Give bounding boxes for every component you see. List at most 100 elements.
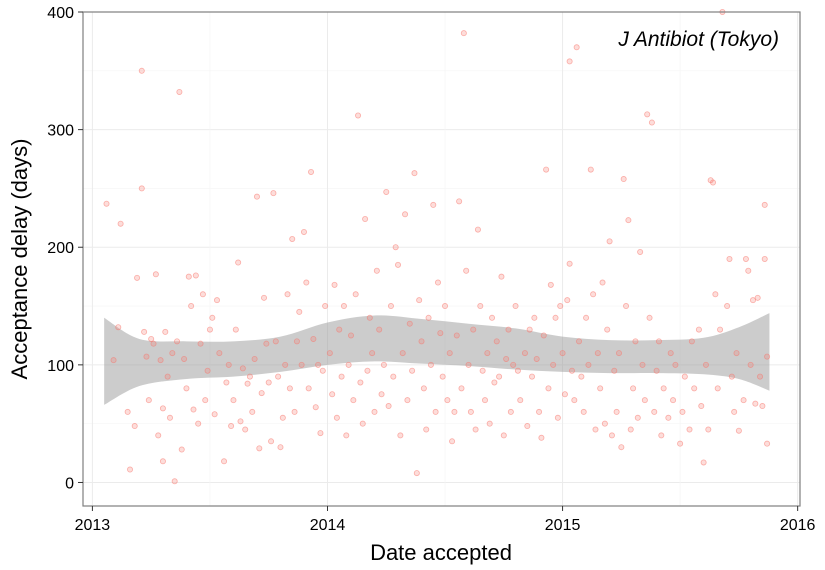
data-point <box>265 379 272 386</box>
data-point <box>378 391 385 398</box>
scatter-points <box>103 8 771 485</box>
data-point <box>561 391 568 398</box>
data-point <box>460 30 467 37</box>
data-point <box>395 261 402 268</box>
data-point <box>176 88 183 95</box>
data-point <box>580 408 587 415</box>
data-point <box>470 326 477 333</box>
data-point <box>197 340 204 347</box>
data-point <box>458 385 465 392</box>
data-point <box>442 303 449 310</box>
data-point <box>235 259 242 266</box>
data-point <box>735 427 742 434</box>
data-point <box>190 406 197 413</box>
data-point <box>439 373 446 380</box>
data-point <box>641 397 648 404</box>
data-point <box>453 332 460 339</box>
data-point <box>319 367 326 374</box>
data-point <box>698 403 705 410</box>
data-point <box>437 330 444 337</box>
data-point <box>493 338 500 345</box>
data-point <box>517 397 524 404</box>
data-point <box>695 326 702 333</box>
data-point <box>604 326 611 333</box>
data-point <box>150 340 157 347</box>
data-point <box>514 367 521 374</box>
data-point <box>225 361 232 368</box>
data-point <box>162 328 169 335</box>
data-point <box>171 478 178 485</box>
y-tick-label: 200 <box>47 240 74 257</box>
data-point <box>585 361 592 368</box>
data-point <box>667 350 674 357</box>
data-point <box>620 176 627 183</box>
data-point <box>402 211 409 218</box>
data-point <box>279 414 286 421</box>
data-point <box>373 267 380 274</box>
data-point <box>745 267 752 274</box>
data-point <box>213 297 220 304</box>
data-point <box>731 408 738 415</box>
data-point <box>305 385 312 392</box>
data-point <box>211 411 218 418</box>
y-tick-label: 100 <box>47 358 74 375</box>
data-point <box>463 267 470 274</box>
data-point <box>672 361 679 368</box>
data-point <box>594 350 601 357</box>
data-point <box>615 350 622 357</box>
data-point <box>413 470 420 477</box>
data-point <box>531 314 538 321</box>
data-point <box>710 179 717 186</box>
data-point <box>268 438 275 445</box>
data-point <box>303 279 310 286</box>
data-point <box>148 335 155 342</box>
data-point <box>608 432 615 439</box>
data-point <box>293 338 300 345</box>
data-point <box>705 426 712 433</box>
data-point <box>481 397 488 404</box>
data-point <box>632 338 639 345</box>
data-point <box>606 238 613 245</box>
data-point <box>655 338 662 345</box>
data-point <box>357 379 364 386</box>
data-point <box>757 373 764 380</box>
data-point <box>277 444 284 451</box>
data-point <box>571 397 578 404</box>
data-point <box>728 373 735 380</box>
data-point <box>427 361 434 368</box>
data-point <box>557 303 564 310</box>
data-point <box>764 353 771 360</box>
data-point <box>157 357 164 364</box>
data-point <box>296 308 303 315</box>
data-point <box>449 438 456 445</box>
data-point <box>432 408 439 415</box>
data-point <box>724 303 731 310</box>
data-point <box>338 373 345 380</box>
data-point <box>124 408 131 415</box>
data-point <box>195 420 202 427</box>
data-point <box>169 350 176 357</box>
data-point <box>232 326 239 333</box>
data-point <box>681 373 688 380</box>
data-point <box>366 314 373 321</box>
data-point <box>754 294 761 301</box>
data-point <box>270 190 277 197</box>
data-point <box>308 168 315 175</box>
data-point <box>406 320 413 327</box>
data-point <box>159 458 166 465</box>
data-point <box>263 340 270 347</box>
data-point <box>543 166 550 173</box>
data-point <box>322 303 329 310</box>
data-point <box>489 314 496 321</box>
data-point <box>192 272 199 279</box>
data-point <box>253 193 260 200</box>
data-point <box>688 338 695 345</box>
data-point <box>275 373 282 380</box>
data-point <box>759 403 766 410</box>
data-point <box>221 458 228 465</box>
data-point <box>310 335 317 342</box>
y-tick-label: 0 <box>65 475 74 492</box>
data-point <box>592 426 599 433</box>
data-point <box>477 303 484 310</box>
